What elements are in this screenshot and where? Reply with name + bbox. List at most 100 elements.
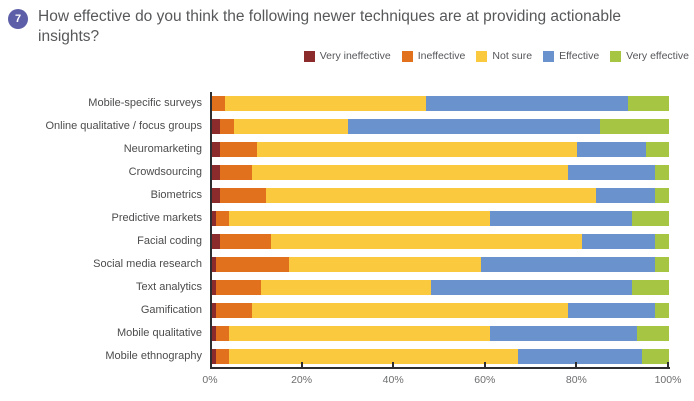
question-number-badge: 7 — [8, 9, 28, 29]
segment-ineffective — [215, 349, 230, 364]
segment-not-sure — [261, 280, 431, 295]
segment-not-sure — [265, 188, 596, 203]
segment-very-ineffective — [211, 280, 216, 295]
legend-item-ineffective: Ineffective — [401, 50, 466, 62]
y-axis-line — [210, 92, 212, 369]
legend-label: Very ineffective — [319, 50, 391, 62]
bar-row: Online qualitative / focus groups — [0, 115, 694, 138]
category-label: Mobile qualitative — [117, 327, 202, 339]
bar-row: Text analytics — [0, 276, 694, 299]
legend-item-very-ineffective: Very ineffective — [303, 50, 391, 62]
bar-row: Predictive markets — [0, 207, 694, 230]
segment-very-effective — [646, 142, 669, 157]
segment-not-sure — [224, 96, 427, 111]
stacked-bar — [211, 326, 669, 341]
segment-not-sure — [252, 303, 569, 318]
x-axis-tick — [392, 362, 395, 369]
legend-label: Not sure — [492, 50, 533, 62]
legend-label: Ineffective — [417, 50, 466, 62]
category-label: Mobile-specific surveys — [88, 97, 202, 109]
bar-row: Mobile-specific surveys — [0, 92, 694, 115]
segment-ineffective — [215, 257, 289, 272]
legend-label: Effective — [559, 50, 600, 62]
x-axis-tick-label: 60% — [474, 374, 496, 386]
segment-effective — [568, 303, 656, 318]
segment-very-effective — [632, 211, 669, 226]
segment-very-effective — [655, 165, 669, 180]
category-label: Gamification — [140, 304, 202, 316]
segment-effective — [595, 188, 656, 203]
segment-effective — [430, 280, 633, 295]
bar-row: Mobile qualitative — [0, 322, 694, 345]
chart-legend: Very ineffective Ineffective Not sure Effec… — [303, 50, 689, 62]
x-axis-tick — [483, 362, 486, 369]
x-axis-tick — [300, 362, 303, 369]
segment-very-ineffective — [211, 188, 221, 203]
segment-not-sure — [229, 349, 518, 364]
category-label: Facial coding — [137, 235, 202, 247]
legend-item-effective: Effective — [543, 50, 599, 62]
segment-effective — [481, 257, 656, 272]
segment-ineffective — [220, 188, 266, 203]
segment-very-ineffective — [211, 234, 221, 249]
bar-row: Neuromarketing — [0, 138, 694, 161]
legend-item-very-effective: Very effective — [610, 50, 689, 62]
category-label: Social media research — [93, 258, 202, 270]
x-axis-line — [210, 367, 670, 369]
segment-very-effective — [655, 257, 669, 272]
segment-very-ineffective — [211, 326, 216, 341]
segment-not-sure — [233, 119, 349, 134]
stacked-bar — [211, 188, 669, 203]
segment-ineffective — [215, 211, 230, 226]
segment-ineffective — [215, 303, 253, 318]
segment-effective — [577, 142, 647, 157]
segment-ineffective — [211, 96, 225, 111]
stacked-bar-chart: Mobile-specific surveys Online qualitativ… — [0, 92, 694, 397]
x-axis-tick — [575, 362, 578, 369]
category-label: Biometrics — [150, 189, 202, 201]
legend-swatch — [401, 50, 413, 62]
segment-very-effective — [655, 234, 669, 249]
segment-very-effective — [641, 349, 669, 364]
segment-effective — [517, 349, 642, 364]
stacked-bar — [211, 234, 669, 249]
bar-row: Social media research — [0, 253, 694, 276]
category-label: Mobile ethnography — [105, 350, 202, 362]
x-axis-tick-label: 100% — [654, 374, 682, 386]
segment-very-effective — [655, 303, 669, 318]
x-axis-tick-label: 40% — [382, 374, 404, 386]
stacked-bar — [211, 96, 669, 111]
segment-ineffective — [215, 280, 262, 295]
bar-row: Facial coding — [0, 230, 694, 253]
segment-very-ineffective — [211, 142, 221, 157]
x-axis-tick-label: 20% — [291, 374, 313, 386]
legend-item-not-sure: Not sure — [476, 50, 532, 62]
segment-very-ineffective — [211, 303, 216, 318]
legend-swatch — [610, 50, 622, 62]
stacked-bar — [211, 303, 669, 318]
x-axis-tick — [667, 362, 669, 369]
stacked-bar — [211, 211, 669, 226]
stacked-bar — [211, 119, 669, 134]
stacked-bar — [211, 257, 669, 272]
legend-swatch — [303, 50, 315, 62]
segment-very-ineffective — [211, 119, 221, 134]
legend-label: Very effective — [626, 50, 689, 62]
legend-swatch — [476, 50, 488, 62]
segment-not-sure — [288, 257, 482, 272]
segment-effective — [426, 96, 628, 111]
x-axis-tick-label: 0% — [202, 374, 218, 386]
bar-row: Crowdsourcing — [0, 161, 694, 184]
segment-very-effective — [632, 280, 669, 295]
segment-very-ineffective — [211, 257, 216, 272]
segment-ineffective — [220, 234, 271, 249]
segment-effective — [581, 234, 656, 249]
legend-swatch — [543, 50, 555, 62]
segment-not-sure — [256, 142, 578, 157]
segment-not-sure — [229, 326, 491, 341]
question-title: How effective do you think the following… — [38, 8, 622, 46]
segment-very-ineffective — [211, 165, 221, 180]
segment-not-sure — [229, 211, 491, 226]
segment-very-effective — [627, 96, 669, 111]
